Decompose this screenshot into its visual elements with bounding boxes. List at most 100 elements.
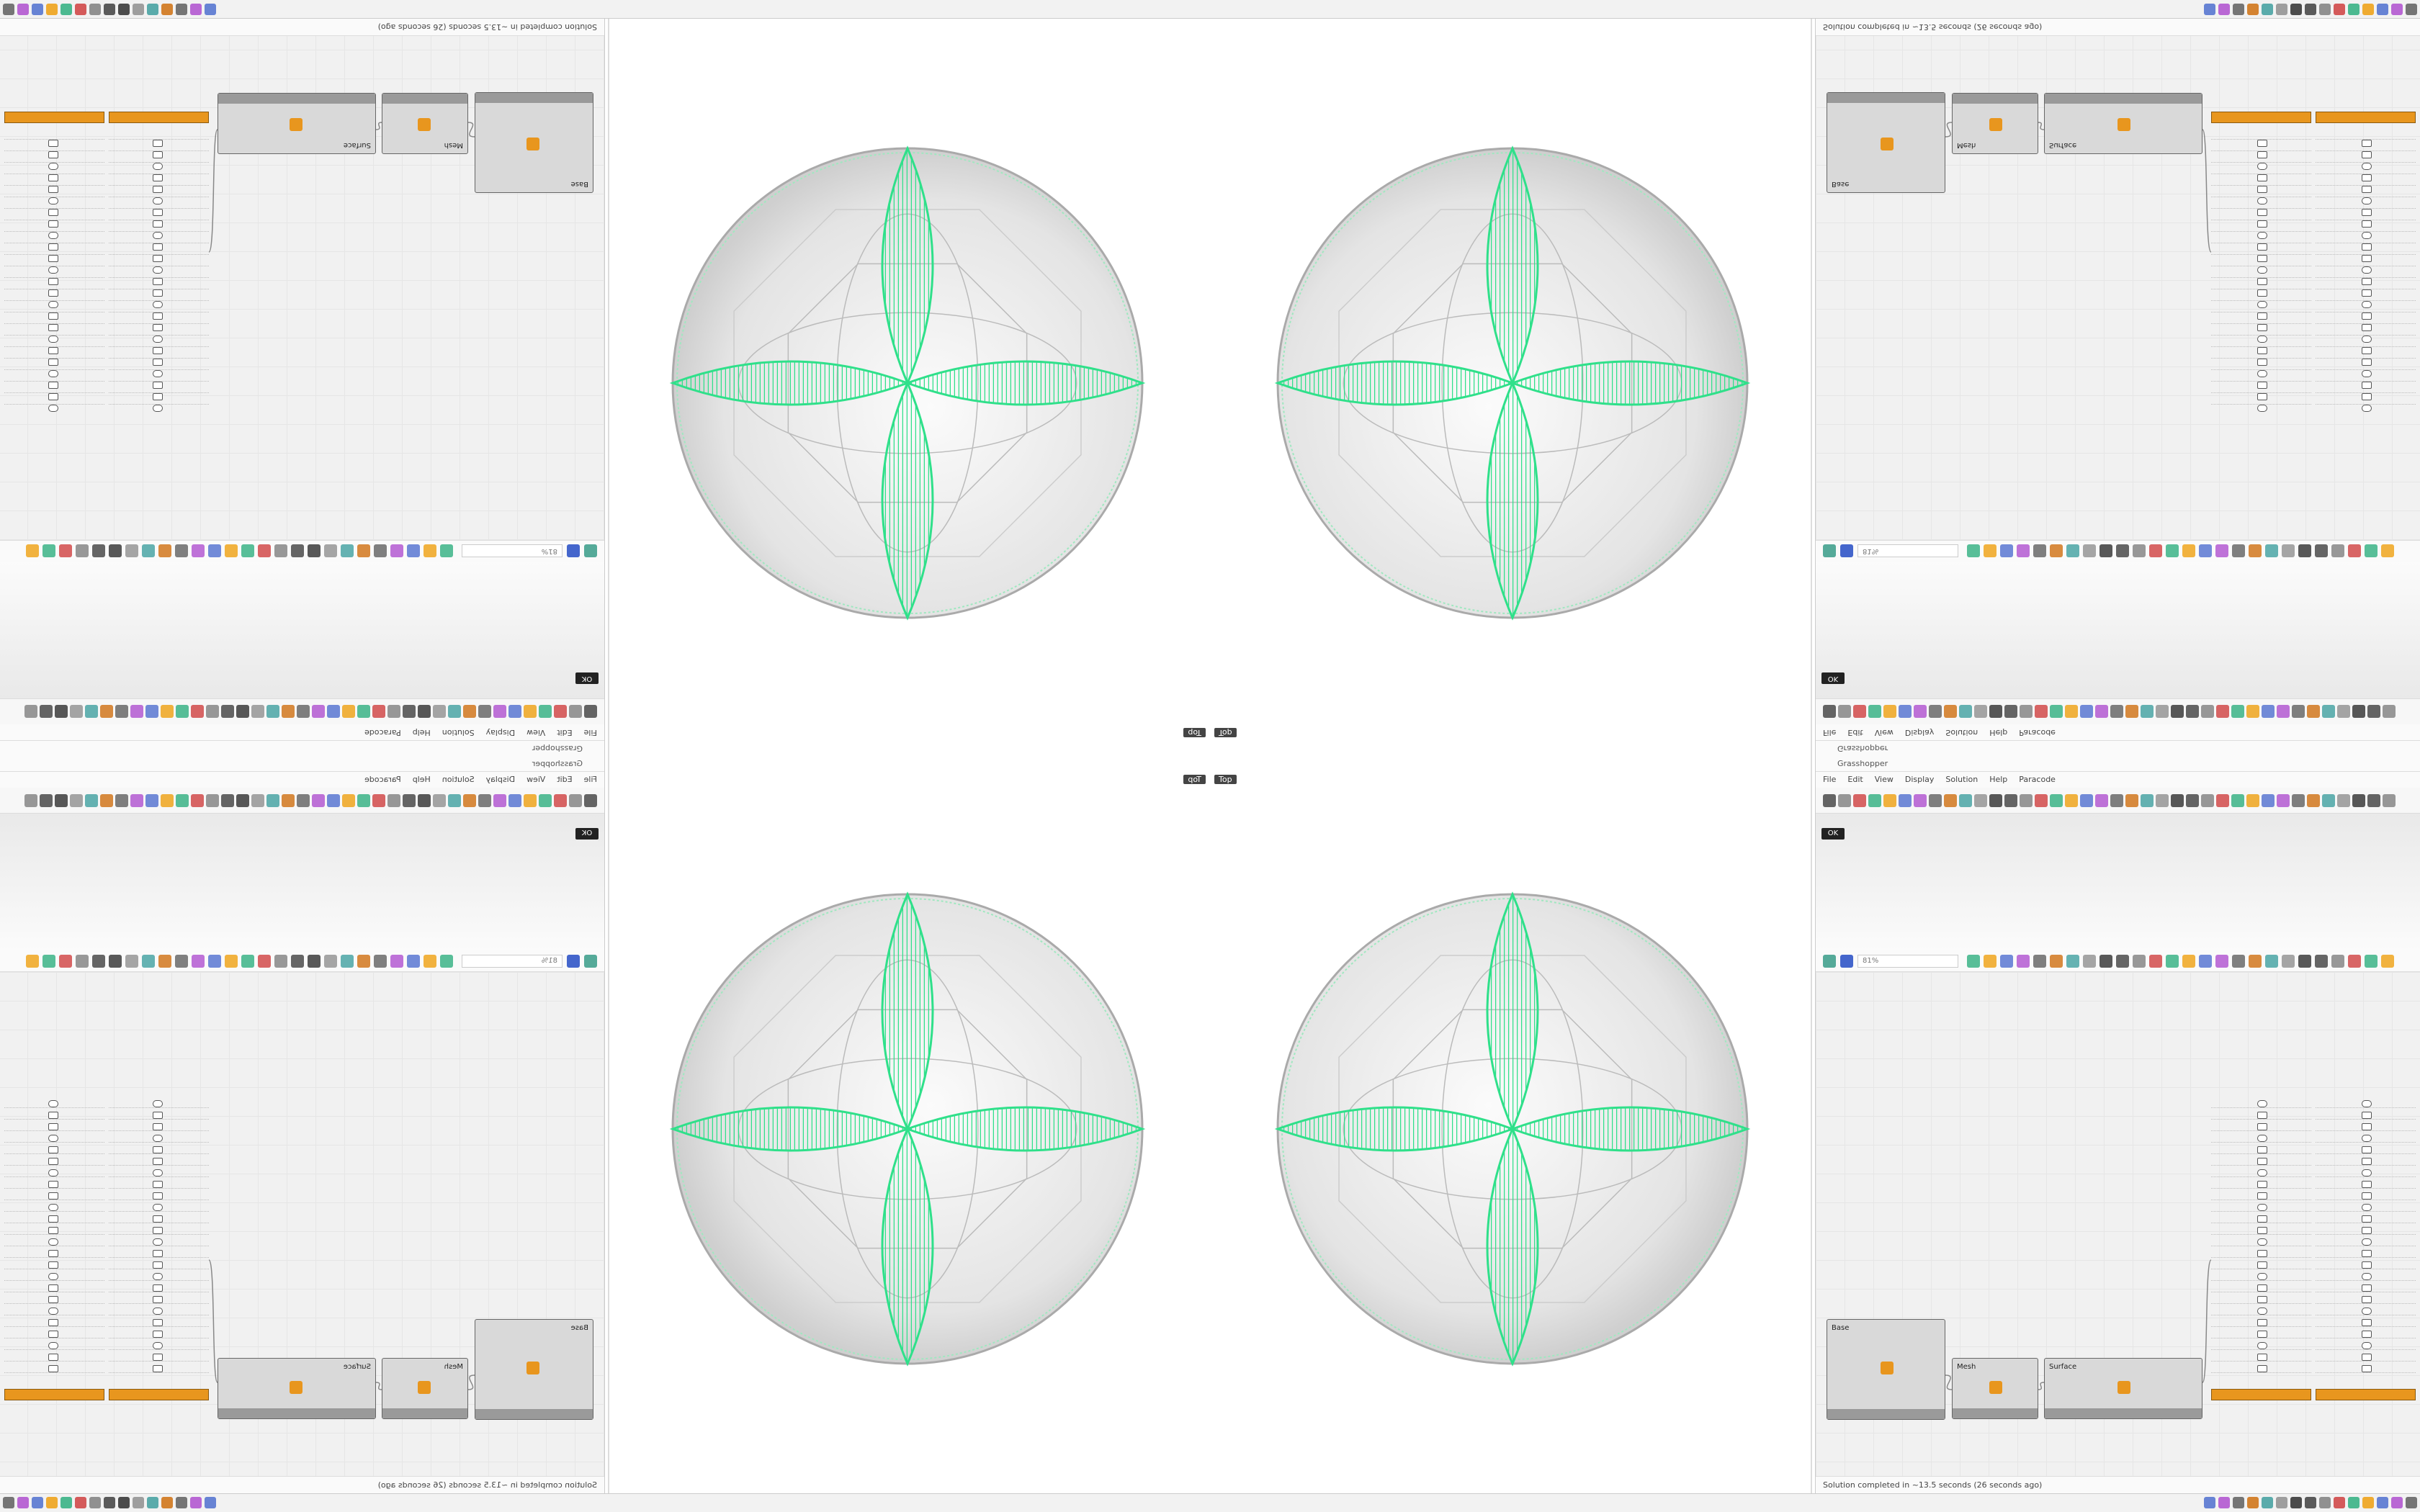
tool-icon[interactable] [312, 794, 325, 807]
slider-knob[interactable] [48, 1181, 59, 1188]
taskbar-icon[interactable] [2406, 1497, 2417, 1508]
taskbar-icon[interactable] [2218, 4, 2230, 15]
tool-icon[interactable] [2033, 955, 2046, 968]
tool-icon[interactable] [2292, 705, 2305, 718]
menu-item[interactable]: Edit [557, 728, 573, 737]
taskbar-icon[interactable] [89, 1497, 101, 1508]
tool-icon[interactable] [2249, 955, 2262, 968]
slider-knob[interactable] [153, 255, 163, 262]
tool-icon[interactable] [374, 955, 387, 968]
slider-knob[interactable] [2257, 151, 2267, 158]
tool-icon[interactable] [100, 794, 113, 807]
slider-knob[interactable] [2361, 324, 2372, 331]
slider-knob[interactable] [2257, 370, 2267, 377]
slider-knob[interactable] [48, 347, 59, 354]
tool-icon[interactable] [2315, 544, 2328, 557]
slider-knob[interactable] [153, 174, 163, 181]
slider-knob[interactable] [2257, 1112, 2267, 1119]
menu-item[interactable]: Paracode [364, 775, 401, 784]
tool-icon[interactable] [2125, 794, 2138, 807]
tool-icon[interactable] [2249, 544, 2262, 557]
tool-icon[interactable] [2231, 705, 2244, 718]
taskbar-icon[interactable] [2204, 4, 2215, 15]
tool-icon[interactable] [2365, 544, 2378, 557]
menu-item[interactable]: File [583, 775, 597, 784]
tool-icon[interactable] [2381, 955, 2394, 968]
slider-knob[interactable] [153, 151, 163, 158]
tool-icon[interactable] [274, 955, 287, 968]
slider-knob[interactable] [153, 1215, 163, 1223]
taskbar-icon[interactable] [161, 1497, 173, 1508]
tool-icon[interactable] [109, 544, 122, 557]
slider-knob[interactable] [48, 1192, 59, 1200]
tool-icon[interactable] [2367, 794, 2380, 807]
tool-icon[interactable] [1944, 794, 1957, 807]
taskbar-icon[interactable] [2348, 1497, 2360, 1508]
tool-icon[interactable] [2020, 794, 2033, 807]
tool-icon[interactable] [2383, 705, 2396, 718]
tool-icon[interactable] [2282, 544, 2295, 557]
slider-knob[interactable] [153, 324, 163, 331]
slider-knob[interactable] [2361, 1169, 2372, 1176]
slider-knob[interactable] [2257, 255, 2267, 262]
tool-icon[interactable] [2000, 955, 2013, 968]
tool-icon[interactable] [2199, 544, 2212, 557]
menu-item[interactable]: Help [1989, 728, 2008, 737]
tool-icon[interactable] [2080, 794, 2093, 807]
slider-knob[interactable] [48, 232, 59, 239]
viewport-label[interactable]: Top [1183, 775, 1206, 784]
tool-icon[interactable] [109, 955, 122, 968]
slider-knob[interactable] [2257, 1169, 2267, 1176]
menu-item[interactable]: View [1874, 728, 1894, 737]
slider-knob[interactable] [48, 1273, 59, 1280]
tool-icon[interactable] [1838, 794, 1851, 807]
slider-knob[interactable] [153, 1100, 163, 1107]
taskbar-icon[interactable] [2362, 1497, 2374, 1508]
ok-button[interactable]: OK [575, 828, 599, 840]
slider-knob[interactable] [2257, 1123, 2267, 1130]
tool-icon[interactable] [2182, 955, 2195, 968]
slider-knob[interactable] [2257, 1284, 2267, 1292]
tool-icon[interactable] [2246, 705, 2259, 718]
zoom-box[interactable]: 81% [462, 955, 563, 968]
tool-icon[interactable] [2035, 705, 2048, 718]
tool-icon[interactable] [478, 794, 491, 807]
tool-icon[interactable] [55, 794, 68, 807]
tool-icon[interactable] [2133, 955, 2146, 968]
slider-knob[interactable] [2257, 359, 2267, 366]
slider-knob[interactable] [2257, 405, 2267, 412]
tool-icon[interactable] [2186, 705, 2199, 718]
tool-icon[interactable] [342, 794, 355, 807]
slider-knob[interactable] [2257, 1146, 2267, 1153]
tool-icon[interactable] [1984, 544, 1996, 557]
tool-icon[interactable] [524, 705, 537, 718]
slider-knob[interactable] [2257, 278, 2267, 285]
taskbar-icon[interactable] [2247, 4, 2259, 15]
slider-knob[interactable] [2361, 1215, 2372, 1223]
tool-icon[interactable] [2298, 955, 2311, 968]
tool-icon[interactable] [1838, 705, 1851, 718]
slider-knob[interactable] [153, 1146, 163, 1153]
slider-knob[interactable] [48, 243, 59, 251]
slider-knob[interactable] [48, 336, 59, 343]
tool-icon[interactable] [2110, 794, 2123, 807]
slider-knob[interactable] [2361, 1273, 2372, 1280]
tool-icon[interactable] [1944, 705, 1957, 718]
slider-knob[interactable] [2361, 1227, 2372, 1234]
tool-icon[interactable] [424, 955, 436, 968]
slider-knob[interactable] [48, 1169, 59, 1176]
ok-button[interactable]: OK [1821, 828, 1845, 840]
tool-icon[interactable] [2331, 544, 2344, 557]
taskbar-icon[interactable] [2334, 4, 2345, 15]
slider-knob[interactable] [48, 1284, 59, 1292]
tool-icon[interactable] [115, 794, 128, 807]
save-icon[interactable] [584, 955, 597, 968]
taskbar-icon[interactable] [2262, 4, 2273, 15]
slider-knob[interactable] [2361, 220, 2372, 228]
slider-knob[interactable] [153, 1365, 163, 1372]
menu-item[interactable]: Display [485, 728, 516, 737]
taskbar-icon[interactable] [104, 1497, 115, 1508]
tool-icon[interactable] [2365, 955, 2378, 968]
tool-icon[interactable] [142, 955, 155, 968]
slider-knob[interactable] [153, 1238, 163, 1246]
